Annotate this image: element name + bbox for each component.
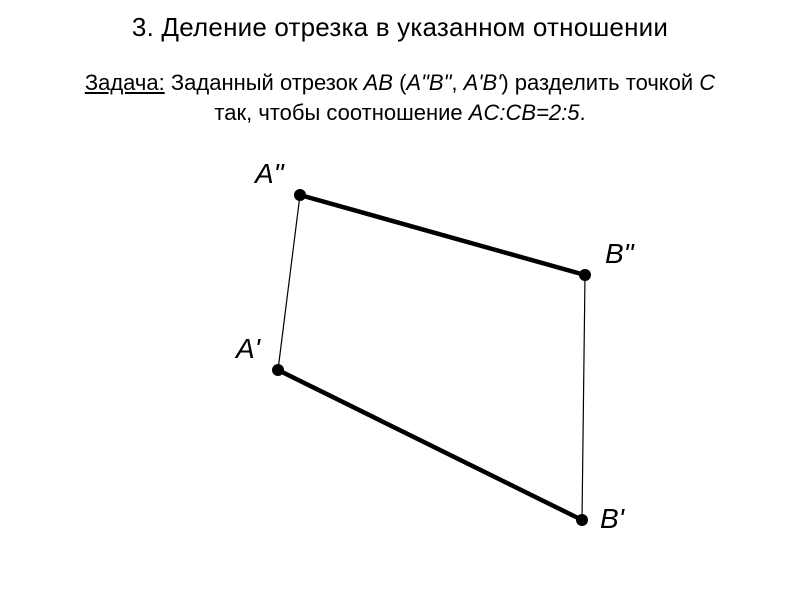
diagram-svg: A" B" A' B' <box>0 145 800 585</box>
label-B2: B" <box>605 238 635 269</box>
node-B1 <box>576 514 588 526</box>
label-B1: B' <box>600 503 626 534</box>
geometry-diagram: A" B" A' B' <box>0 145 800 585</box>
segment-AB: AB <box>364 70 393 95</box>
proj-A2B2: A"B" <box>406 70 451 95</box>
paren-close-text: ) разделить точкой <box>501 70 699 95</box>
problem-text-1: Заданный отрезок <box>165 70 364 95</box>
section-title: 3. Деление отрезка в указанном отношении <box>0 12 800 43</box>
comma: , <box>451 70 463 95</box>
edge-A1-B1 <box>278 370 582 520</box>
problem-statement: Задача: Заданный отрезок AB (A"B", A'B')… <box>0 68 800 127</box>
node-A1 <box>272 364 284 376</box>
label-A1: A' <box>234 333 262 364</box>
node-A2 <box>294 189 306 201</box>
problem-text-2: так, чтобы соотношение <box>214 100 468 125</box>
point-C: C <box>699 70 715 95</box>
ratio-expr: AC:CB=2:5 <box>469 100 580 125</box>
period: . <box>579 100 585 125</box>
label-A2: A" <box>253 158 285 189</box>
edge-B2-B1 <box>582 275 585 520</box>
edge-A2-B2 <box>300 195 585 275</box>
paren-open: ( <box>393 70 406 95</box>
problem-label: Задача: <box>85 70 165 95</box>
node-B2 <box>579 269 591 281</box>
proj-A1B1: A'B' <box>464 70 502 95</box>
page: 3. Деление отрезка в указанном отношении… <box>0 0 800 600</box>
edge-A2-A1 <box>278 195 300 370</box>
